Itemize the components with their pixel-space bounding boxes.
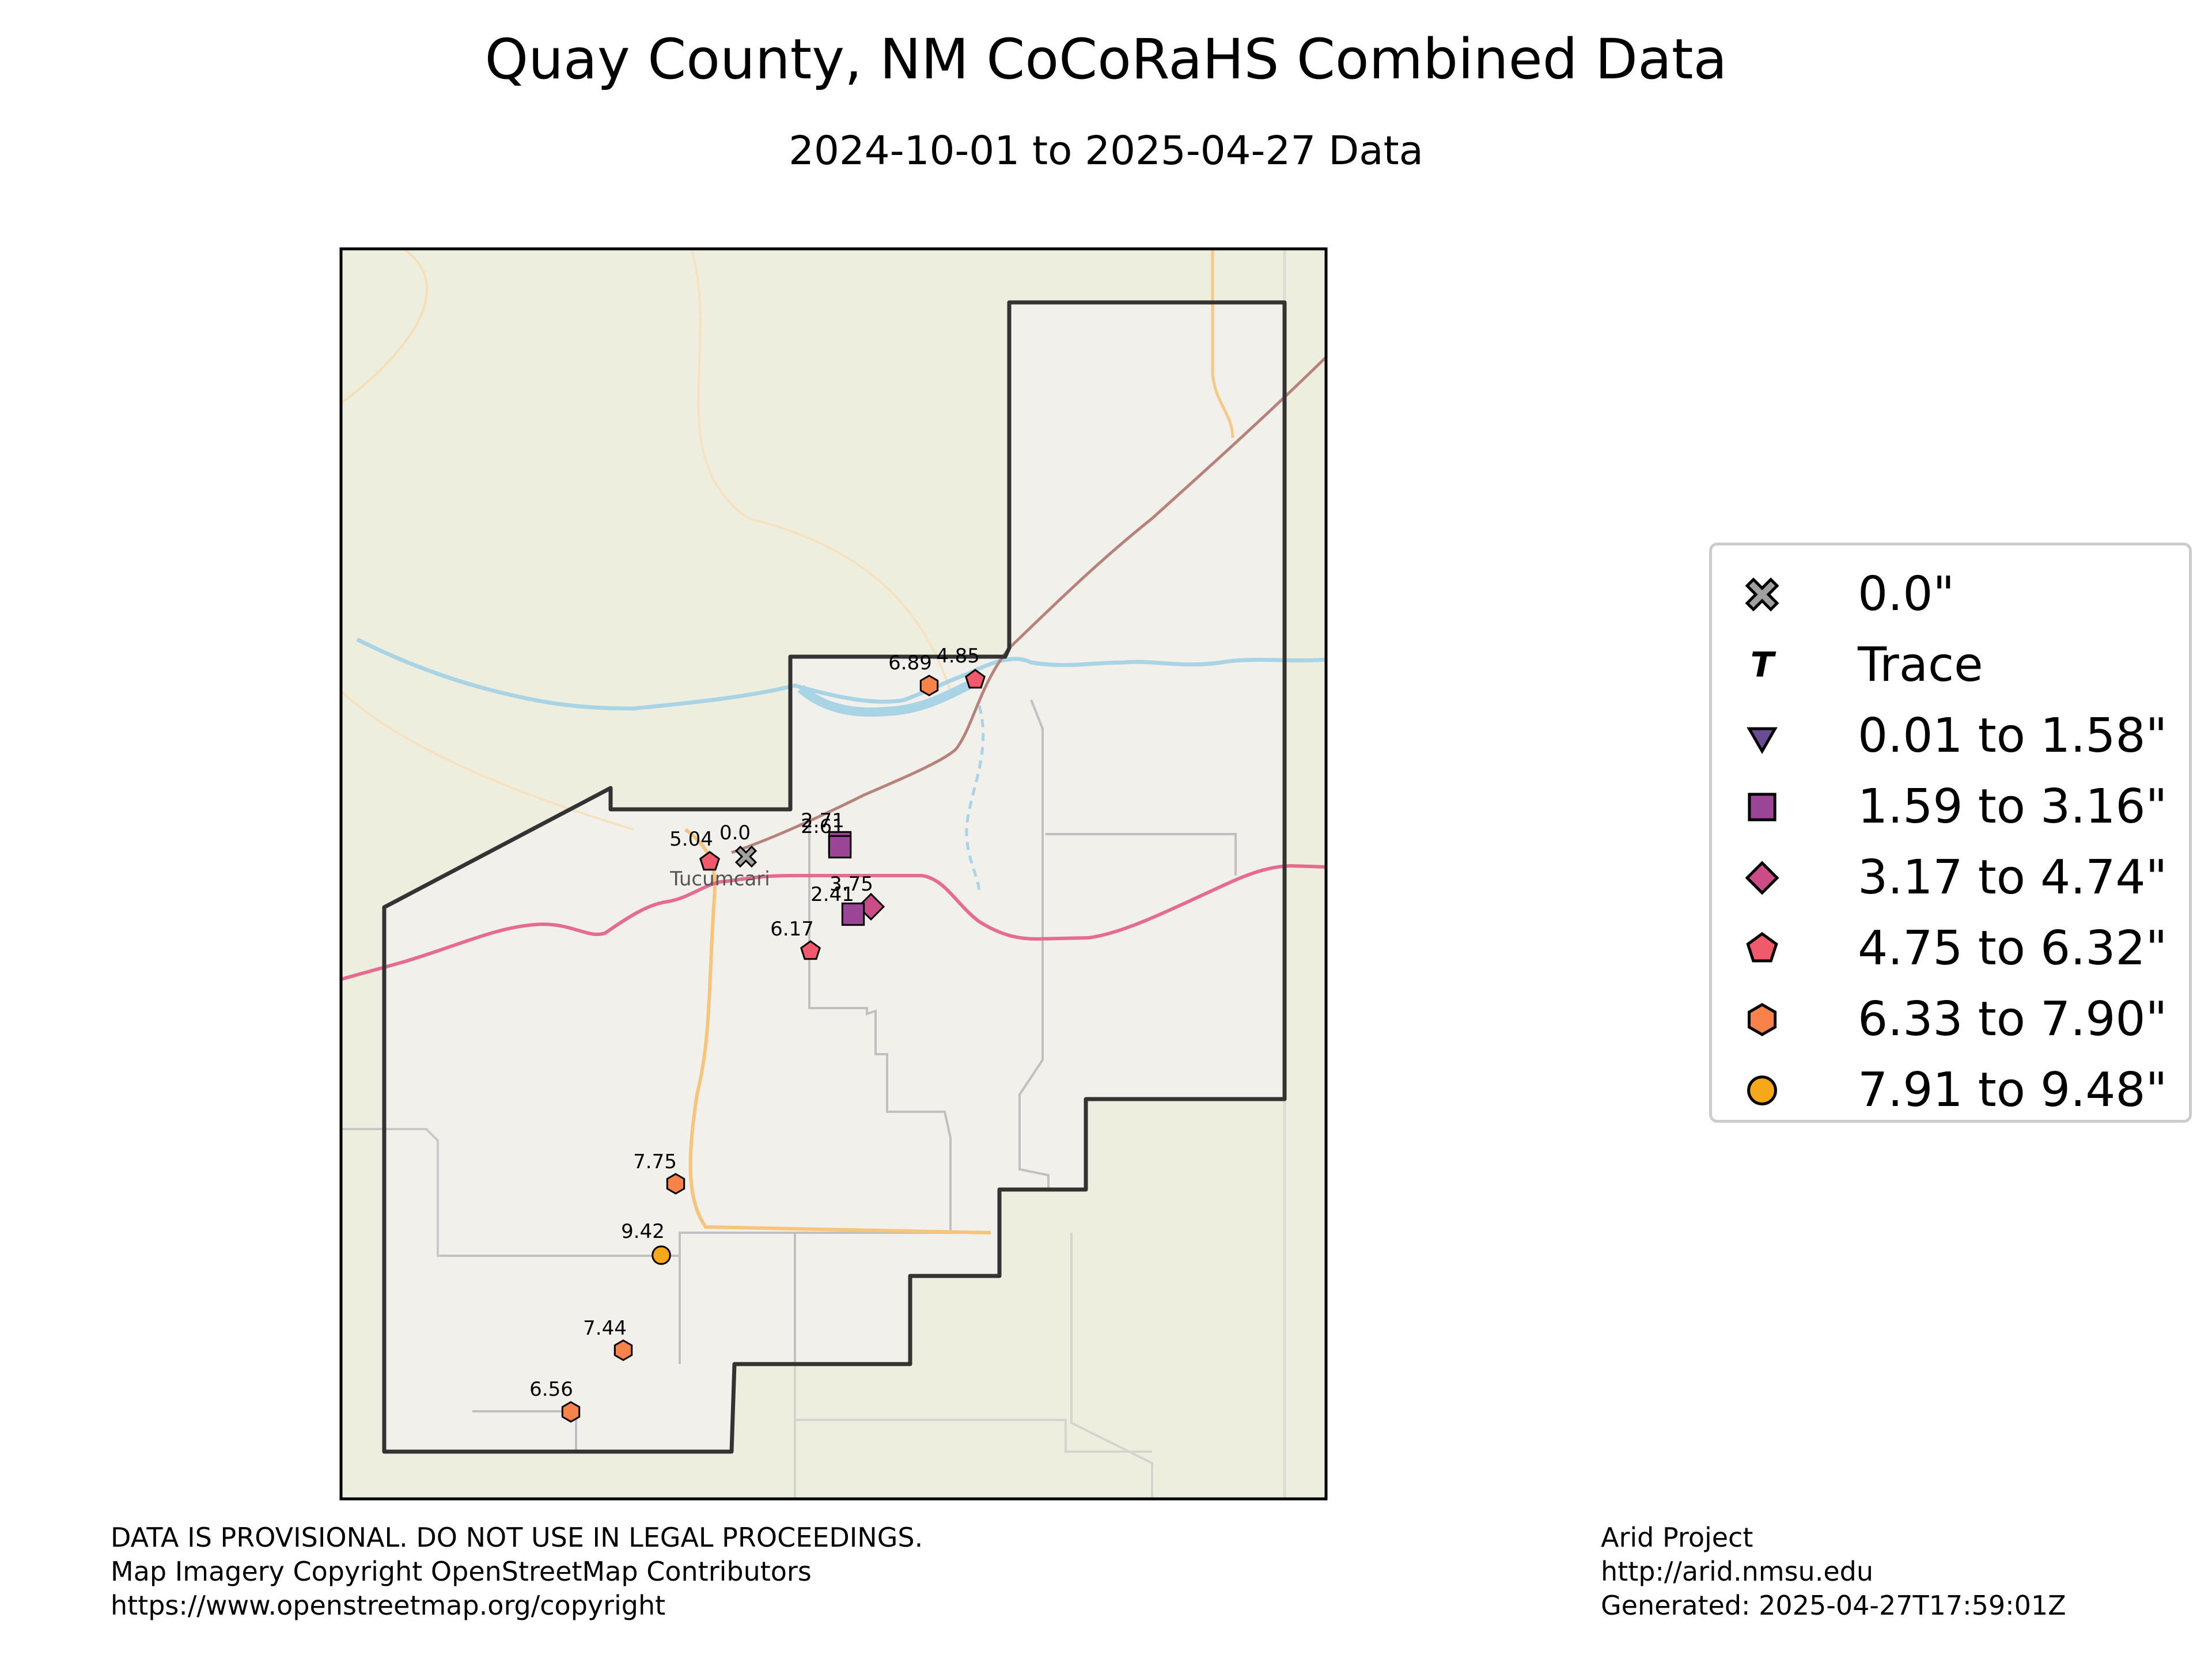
station-value-label: 2.71 (801, 809, 844, 832)
legend-item: 1.59 to 3.16" (1712, 775, 2189, 839)
diamond-icon (1745, 861, 1779, 895)
station-marker: 2.41 (810, 883, 865, 926)
legend-label: 0.01 to 1.58" (1858, 709, 2168, 763)
station-marker: 5.04 (669, 828, 720, 871)
basemap (341, 249, 1326, 1499)
footer-credits: Arid Project http://arid.nmsu.edu Genera… (1601, 1521, 2066, 1623)
x-icon (1745, 577, 1779, 612)
hexagon-icon (919, 675, 939, 696)
circle-icon (1747, 1075, 1777, 1105)
x-icon (1745, 577, 1779, 612)
footer-line: http://arid.nmsu.edu (1601, 1556, 1873, 1587)
legend-item: 0.01 to 1.58" (1712, 704, 2189, 768)
hexagon-icon (1748, 1003, 1777, 1036)
station-marker: 7.44 (583, 1317, 633, 1361)
interstate-road (341, 863, 1326, 981)
legend-label: 4.75 to 6.32" (1858, 921, 2168, 976)
hexagon-icon (613, 1339, 633, 1361)
station-value-label: 2.41 (810, 883, 854, 906)
trace-t-icon: T (1751, 645, 1777, 685)
river (356, 637, 1326, 711)
square-icon (1748, 793, 1777, 821)
station-marker: 6.56 (529, 1378, 581, 1423)
legend: 0.0" T Trace 0.01 to 1.58" 1.59 to 3.16"… (1709, 543, 2192, 1123)
legend-label: Trace (1858, 638, 1983, 692)
footer-line: Arid Project (1601, 1522, 1753, 1553)
footer-disclaimer: DATA IS PROVISIONAL. DO NOT USE IN LEGAL… (111, 1521, 923, 1623)
station-marker: 2.61 (801, 815, 852, 859)
station-value-label: 5.04 (669, 828, 713, 851)
pentagon-icon (800, 940, 821, 960)
hexagon-icon (666, 1173, 685, 1195)
footer-line: DATA IS PROVISIONAL. DO NOT USE IN LEGAL… (111, 1522, 923, 1553)
legend-item: 0.0" (1712, 563, 2189, 626)
footer-line: Generated: 2025-04-27T17:59:01Z (1601, 1590, 2066, 1621)
square-icon (841, 902, 865, 926)
legend-item: T Trace (1712, 634, 2189, 697)
station-value-label: 9.42 (621, 1220, 665, 1243)
square-icon (828, 835, 852, 859)
footer-line: Map Imagery Copyright OpenStreetMap Cont… (111, 1556, 812, 1587)
station-value-label: 7.75 (633, 1150, 677, 1173)
station-value-label: 6.56 (529, 1378, 573, 1401)
pentagon-icon (1746, 931, 1778, 963)
station-value-label: 7.44 (583, 1317, 627, 1340)
circle-icon (652, 1245, 671, 1265)
diamond-icon (1745, 861, 1779, 895)
station-value-label: 3.75 (830, 873, 873, 896)
triangle-down-icon (1747, 727, 1778, 755)
map-title: Quay County, NM CoCoRaHS Combined Data (484, 27, 1728, 92)
station-value-label: 6.17 (770, 918, 814, 941)
station-marker: 6.89 (888, 652, 939, 696)
station-value-label: 0.0 (719, 821, 751, 844)
x-icon (734, 845, 757, 868)
railroad (731, 356, 1326, 854)
legend-item: 6.33 to 7.90" (1712, 988, 2189, 1051)
map-frame (339, 247, 1328, 1501)
hexagon-icon (561, 1401, 581, 1423)
place-label-tucumcari: Tucumcari (669, 868, 770, 891)
hexagon-icon (1748, 1003, 1777, 1036)
station-marker: 0.0 (719, 821, 757, 868)
legend-label: 0.0" (1858, 567, 1955, 622)
station-marker: 9.42 (621, 1220, 671, 1265)
station-marker: 4.85 (936, 645, 986, 689)
pentagon-icon (1746, 931, 1778, 963)
station-value-label: 4.85 (936, 645, 980, 668)
footer-line: https://www.openstreetmap.org/copyright (111, 1590, 666, 1621)
legend-label: 1.59 to 3.16" (1858, 779, 2168, 834)
station-marker: 6.17 (770, 918, 821, 960)
legend-item: 7.91 to 9.48" (1712, 1059, 2189, 1122)
legend-label: 3.17 to 4.74" (1858, 850, 2168, 905)
map-subtitle: 2024-10-01 to 2025-04-27 Data (789, 128, 1423, 174)
legend-item: 4.75 to 6.32" (1712, 917, 2189, 980)
station-marker: 7.75 (633, 1150, 685, 1195)
county-boundary (382, 300, 1287, 1454)
circle-icon (1747, 1075, 1777, 1105)
triangle-down-icon (1747, 727, 1778, 755)
square-icon (1748, 793, 1777, 821)
legend-label: 7.91 to 9.48" (1858, 1063, 2168, 1118)
station-value-label: 2.61 (801, 815, 844, 838)
trace-t-icon: T (1751, 645, 1777, 685)
pentagon-icon (699, 851, 720, 871)
station-value-label: 6.89 (888, 652, 932, 675)
station-markers: 0.0 5.04 2.712.61 3.752.41 6.17 6.89 4.85 7.75 9… (529, 645, 986, 1423)
legend-item: 3.17 to 4.74" (1712, 846, 2189, 910)
pentagon-icon (965, 669, 986, 689)
legend-label: 6.33 to 7.90" (1858, 992, 2168, 1047)
